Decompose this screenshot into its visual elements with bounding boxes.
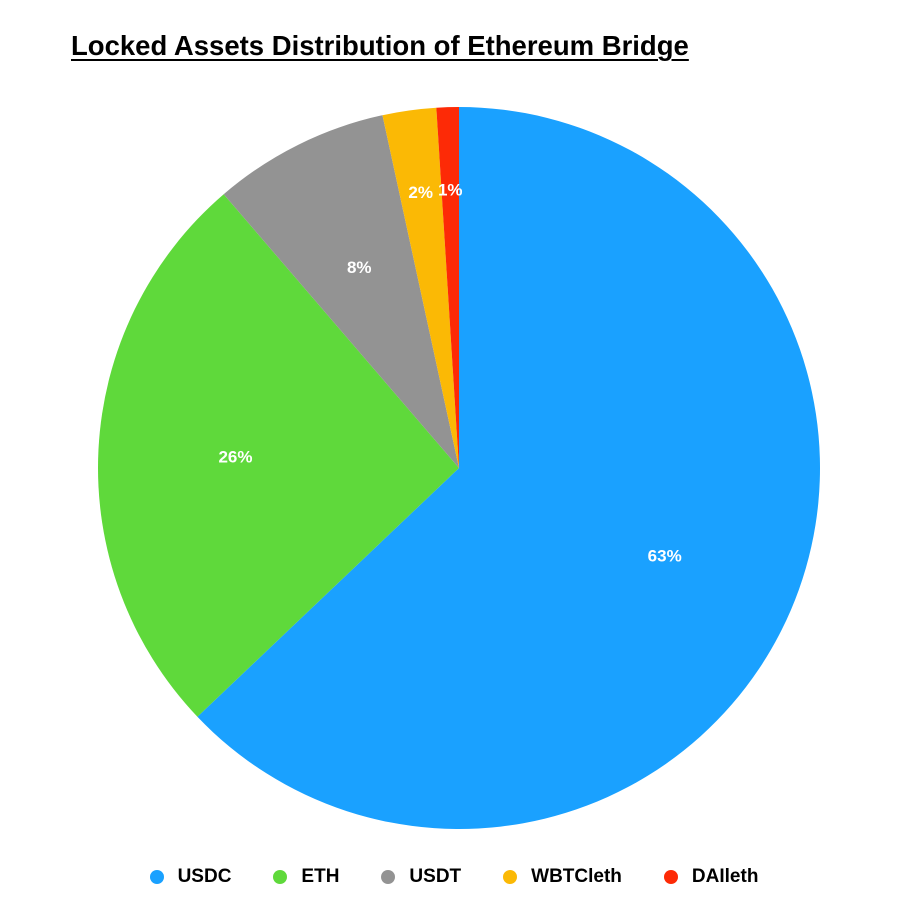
legend-label: ETH xyxy=(301,866,340,887)
chart-title: Locked Assets Distribution of Ethereum B… xyxy=(71,30,689,61)
pie-slice-label-daileth: 1% xyxy=(438,181,463,200)
pie-slice-label-usdt: 8% xyxy=(347,258,372,277)
legend-item-usdt: USDT xyxy=(381,866,461,888)
pie-slice-label-eth: 26% xyxy=(218,447,252,466)
pie-slice-labels: 63% 26% 8% 2% 1% xyxy=(218,181,681,566)
pie-slice-wbtcleth xyxy=(382,107,459,469)
legend-marker-icon xyxy=(503,870,518,884)
pie-slice-label-usdc: 63% xyxy=(648,547,682,566)
legend-label: DAIleth xyxy=(691,866,759,887)
legend-label: USDC xyxy=(177,866,232,887)
legend-label: WBTCleth xyxy=(531,866,622,887)
chart-legend: USDC ETH USDT WBTCleth DAIleth xyxy=(0,866,908,888)
legend-marker-icon xyxy=(381,870,396,884)
pie-slice-daileth xyxy=(436,107,459,468)
legend-item-wbtcleth: WBTCleth xyxy=(503,866,622,888)
legend-item-daileth: DAIleth xyxy=(663,866,759,888)
legend-label: USDT xyxy=(409,866,462,887)
legend-marker-icon xyxy=(149,870,164,884)
pie-slice-usdt xyxy=(223,115,459,468)
legend-item-eth: ETH xyxy=(273,866,339,888)
legend-marker-icon xyxy=(273,870,288,884)
pie-slice-eth xyxy=(98,194,459,717)
legend-marker-icon xyxy=(663,870,678,884)
pie-slice-usdc xyxy=(197,107,820,829)
legend-item-usdc: USDC xyxy=(149,866,232,888)
pie-slice-label-wbtcleth: 2% xyxy=(408,183,433,202)
pie-slices xyxy=(98,107,820,829)
